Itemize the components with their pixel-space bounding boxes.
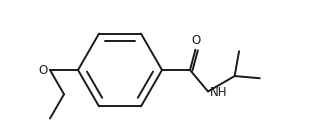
Text: O: O: [192, 34, 201, 47]
Text: NH: NH: [210, 86, 228, 99]
Text: O: O: [39, 63, 48, 76]
